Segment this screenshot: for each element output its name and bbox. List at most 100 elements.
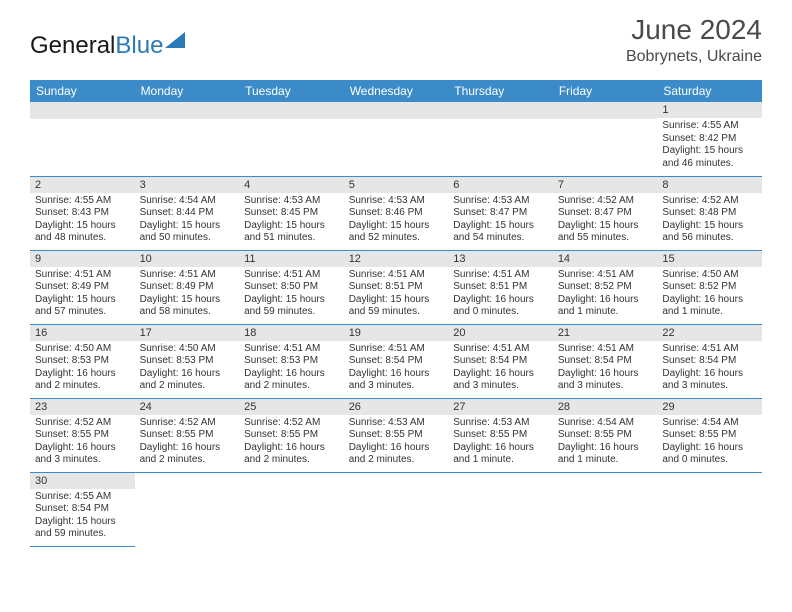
day-header: Tuesday xyxy=(239,80,344,102)
calendar-day-cell: 15Sunrise: 4:50 AMSunset: 8:52 PMDayligh… xyxy=(657,250,762,324)
title-block: June 2024 Bobrynets, Ukraine xyxy=(626,14,762,66)
day-details: Sunrise: 4:51 AMSunset: 8:49 PMDaylight:… xyxy=(30,267,135,321)
calendar-week-row: 23Sunrise: 4:52 AMSunset: 8:55 PMDayligh… xyxy=(30,398,762,472)
month-title: June 2024 xyxy=(626,14,762,46)
day-number: 14 xyxy=(553,251,658,267)
calendar-day-cell: 13Sunrise: 4:51 AMSunset: 8:51 PMDayligh… xyxy=(448,250,553,324)
day-header: Friday xyxy=(553,80,658,102)
calendar-day-cell: 23Sunrise: 4:52 AMSunset: 8:55 PMDayligh… xyxy=(30,398,135,472)
calendar-day-cell: 14Sunrise: 4:51 AMSunset: 8:52 PMDayligh… xyxy=(553,250,658,324)
day-number: 27 xyxy=(448,399,553,415)
calendar-day-cell: 22Sunrise: 4:51 AMSunset: 8:54 PMDayligh… xyxy=(657,324,762,398)
calendar-day-cell: 2Sunrise: 4:55 AMSunset: 8:43 PMDaylight… xyxy=(30,176,135,250)
logo-text-suffix: Blue xyxy=(115,32,163,60)
calendar-header-row: Sunday Monday Tuesday Wednesday Thursday… xyxy=(30,80,762,102)
day-number: 18 xyxy=(239,325,344,341)
calendar-day-cell: 17Sunrise: 4:50 AMSunset: 8:53 PMDayligh… xyxy=(135,324,240,398)
day-details: Sunrise: 4:55 AMSunset: 8:43 PMDaylight:… xyxy=(30,193,135,247)
day-details: Sunrise: 4:55 AMSunset: 8:54 PMDaylight:… xyxy=(30,489,135,543)
calendar-day-cell: 3Sunrise: 4:54 AMSunset: 8:44 PMDaylight… xyxy=(135,176,240,250)
day-details: Sunrise: 4:55 AMSunset: 8:42 PMDaylight:… xyxy=(657,118,762,172)
day-number: 4 xyxy=(239,177,344,193)
day-header: Sunday xyxy=(30,80,135,102)
calendar-day-cell: 25Sunrise: 4:52 AMSunset: 8:55 PMDayligh… xyxy=(239,398,344,472)
calendar-day-cell: 24Sunrise: 4:52 AMSunset: 8:55 PMDayligh… xyxy=(135,398,240,472)
day-details: Sunrise: 4:51 AMSunset: 8:51 PMDaylight:… xyxy=(448,267,553,321)
day-number: 26 xyxy=(344,399,449,415)
day-number: 22 xyxy=(657,325,762,341)
calendar-day-cell: 12Sunrise: 4:51 AMSunset: 8:51 PMDayligh… xyxy=(344,250,449,324)
empty-day-spacer xyxy=(30,102,135,119)
calendar-week-row: 30Sunrise: 4:55 AMSunset: 8:54 PMDayligh… xyxy=(30,472,762,546)
calendar-table: Sunday Monday Tuesday Wednesday Thursday… xyxy=(30,80,762,547)
day-number: 23 xyxy=(30,399,135,415)
day-details: Sunrise: 4:51 AMSunset: 8:49 PMDaylight:… xyxy=(135,267,240,321)
day-number: 16 xyxy=(30,325,135,341)
calendar-day-cell xyxy=(135,472,240,546)
empty-day-spacer xyxy=(344,102,449,119)
calendar-day-cell: 28Sunrise: 4:54 AMSunset: 8:55 PMDayligh… xyxy=(553,398,658,472)
day-number: 17 xyxy=(135,325,240,341)
day-details: Sunrise: 4:53 AMSunset: 8:47 PMDaylight:… xyxy=(448,193,553,247)
day-details: Sunrise: 4:53 AMSunset: 8:45 PMDaylight:… xyxy=(239,193,344,247)
day-details: Sunrise: 4:54 AMSunset: 8:55 PMDaylight:… xyxy=(553,415,658,469)
day-number: 6 xyxy=(448,177,553,193)
logo-sail-icon xyxy=(165,32,185,48)
day-number: 30 xyxy=(30,473,135,489)
calendar-day-cell: 29Sunrise: 4:54 AMSunset: 8:55 PMDayligh… xyxy=(657,398,762,472)
day-details: Sunrise: 4:52 AMSunset: 8:47 PMDaylight:… xyxy=(553,193,658,247)
day-number: 11 xyxy=(239,251,344,267)
calendar-day-cell: 20Sunrise: 4:51 AMSunset: 8:54 PMDayligh… xyxy=(448,324,553,398)
calendar-day-cell: 1Sunrise: 4:55 AMSunset: 8:42 PMDaylight… xyxy=(657,102,762,176)
day-details: Sunrise: 4:52 AMSunset: 8:55 PMDaylight:… xyxy=(239,415,344,469)
day-details: Sunrise: 4:51 AMSunset: 8:53 PMDaylight:… xyxy=(239,341,344,395)
day-header: Wednesday xyxy=(344,80,449,102)
calendar-day-cell: 18Sunrise: 4:51 AMSunset: 8:53 PMDayligh… xyxy=(239,324,344,398)
calendar-week-row: 1Sunrise: 4:55 AMSunset: 8:42 PMDaylight… xyxy=(30,102,762,176)
calendar-day-cell: 21Sunrise: 4:51 AMSunset: 8:54 PMDayligh… xyxy=(553,324,658,398)
calendar-day-cell: 4Sunrise: 4:53 AMSunset: 8:45 PMDaylight… xyxy=(239,176,344,250)
calendar-day-cell xyxy=(448,472,553,546)
calendar-day-cell xyxy=(448,102,553,176)
calendar-day-cell: 30Sunrise: 4:55 AMSunset: 8:54 PMDayligh… xyxy=(30,472,135,546)
day-details: Sunrise: 4:51 AMSunset: 8:50 PMDaylight:… xyxy=(239,267,344,321)
calendar-day-cell xyxy=(344,102,449,176)
day-number: 9 xyxy=(30,251,135,267)
calendar-day-cell: 10Sunrise: 4:51 AMSunset: 8:49 PMDayligh… xyxy=(135,250,240,324)
day-details: Sunrise: 4:50 AMSunset: 8:53 PMDaylight:… xyxy=(135,341,240,395)
calendar-day-cell: 16Sunrise: 4:50 AMSunset: 8:53 PMDayligh… xyxy=(30,324,135,398)
day-number: 8 xyxy=(657,177,762,193)
calendar-day-cell: 5Sunrise: 4:53 AMSunset: 8:46 PMDaylight… xyxy=(344,176,449,250)
calendar-week-row: 16Sunrise: 4:50 AMSunset: 8:53 PMDayligh… xyxy=(30,324,762,398)
day-details: Sunrise: 4:50 AMSunset: 8:53 PMDaylight:… xyxy=(30,341,135,395)
calendar-day-cell xyxy=(135,102,240,176)
day-number: 7 xyxy=(553,177,658,193)
day-details: Sunrise: 4:54 AMSunset: 8:44 PMDaylight:… xyxy=(135,193,240,247)
day-details: Sunrise: 4:54 AMSunset: 8:55 PMDaylight:… xyxy=(657,415,762,469)
day-number: 19 xyxy=(344,325,449,341)
day-number: 15 xyxy=(657,251,762,267)
calendar-day-cell xyxy=(239,102,344,176)
calendar-day-cell: 7Sunrise: 4:52 AMSunset: 8:47 PMDaylight… xyxy=(553,176,658,250)
calendar-day-cell: 8Sunrise: 4:52 AMSunset: 8:48 PMDaylight… xyxy=(657,176,762,250)
calendar-day-cell: 11Sunrise: 4:51 AMSunset: 8:50 PMDayligh… xyxy=(239,250,344,324)
day-details: Sunrise: 4:52 AMSunset: 8:55 PMDaylight:… xyxy=(135,415,240,469)
calendar-day-cell xyxy=(553,102,658,176)
day-header: Monday xyxy=(135,80,240,102)
day-number: 3 xyxy=(135,177,240,193)
day-number: 28 xyxy=(553,399,658,415)
calendar-day-cell: 26Sunrise: 4:53 AMSunset: 8:55 PMDayligh… xyxy=(344,398,449,472)
day-details: Sunrise: 4:51 AMSunset: 8:54 PMDaylight:… xyxy=(448,341,553,395)
day-number: 21 xyxy=(553,325,658,341)
day-number: 25 xyxy=(239,399,344,415)
day-header: Thursday xyxy=(448,80,553,102)
day-header: Saturday xyxy=(657,80,762,102)
day-details: Sunrise: 4:51 AMSunset: 8:52 PMDaylight:… xyxy=(553,267,658,321)
day-details: Sunrise: 4:51 AMSunset: 8:51 PMDaylight:… xyxy=(344,267,449,321)
empty-day-spacer xyxy=(448,102,553,119)
calendar-week-row: 2Sunrise: 4:55 AMSunset: 8:43 PMDaylight… xyxy=(30,176,762,250)
calendar-day-cell: 6Sunrise: 4:53 AMSunset: 8:47 PMDaylight… xyxy=(448,176,553,250)
day-details: Sunrise: 4:53 AMSunset: 8:55 PMDaylight:… xyxy=(448,415,553,469)
day-number: 20 xyxy=(448,325,553,341)
day-details: Sunrise: 4:52 AMSunset: 8:55 PMDaylight:… xyxy=(30,415,135,469)
